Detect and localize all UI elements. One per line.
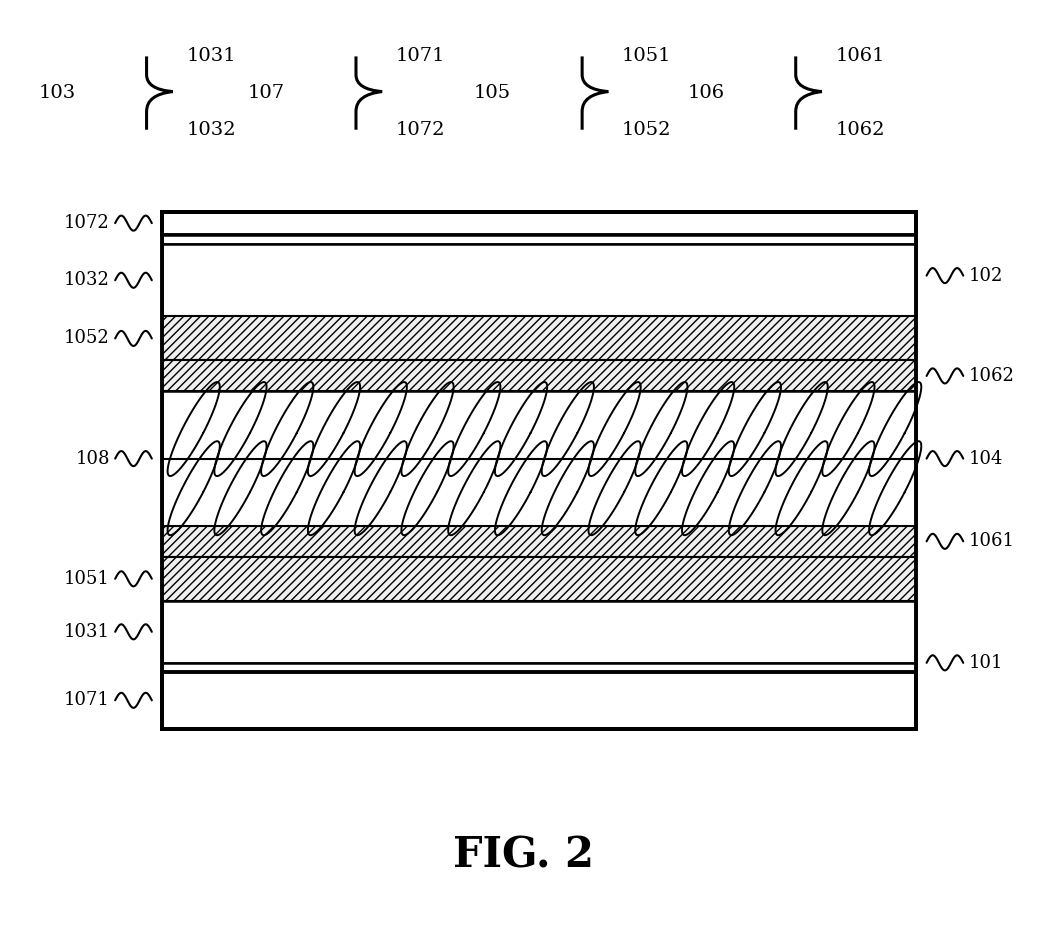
Bar (162, 601, 916, 663)
Text: 102: 102 (968, 267, 1003, 285)
Bar (162, 244, 916, 317)
Text: 104: 104 (968, 449, 1003, 467)
Bar (162, 212, 916, 235)
Text: 1052: 1052 (64, 329, 110, 348)
Text: 106: 106 (688, 84, 725, 102)
Text: 1071: 1071 (396, 47, 445, 66)
Text: 105: 105 (474, 84, 511, 102)
Text: 1031: 1031 (64, 623, 110, 641)
Bar (162, 317, 916, 360)
Bar (162, 525, 916, 556)
Bar (162, 556, 916, 601)
Bar (162, 672, 916, 729)
Bar (162, 212, 916, 728)
Text: FIG. 2: FIG. 2 (453, 835, 594, 876)
Text: 107: 107 (248, 84, 285, 102)
Text: 1062: 1062 (836, 120, 885, 139)
Bar (162, 663, 916, 672)
Text: 1052: 1052 (622, 120, 671, 139)
Text: 108: 108 (75, 449, 110, 467)
Text: 1061: 1061 (968, 532, 1015, 550)
Text: 1051: 1051 (64, 570, 110, 588)
Text: 1071: 1071 (64, 691, 110, 710)
Text: 1032: 1032 (64, 272, 110, 290)
Text: 1051: 1051 (622, 47, 671, 66)
Text: 101: 101 (968, 654, 1003, 672)
Bar (162, 235, 916, 244)
Text: 1072: 1072 (396, 120, 445, 139)
Text: 1031: 1031 (186, 47, 236, 66)
Bar (162, 360, 916, 391)
Text: 1062: 1062 (968, 367, 1015, 384)
Text: 1072: 1072 (64, 214, 110, 232)
Text: 103: 103 (38, 84, 75, 102)
Bar (162, 391, 916, 525)
Text: 1032: 1032 (186, 120, 236, 139)
Text: 1061: 1061 (836, 47, 885, 66)
